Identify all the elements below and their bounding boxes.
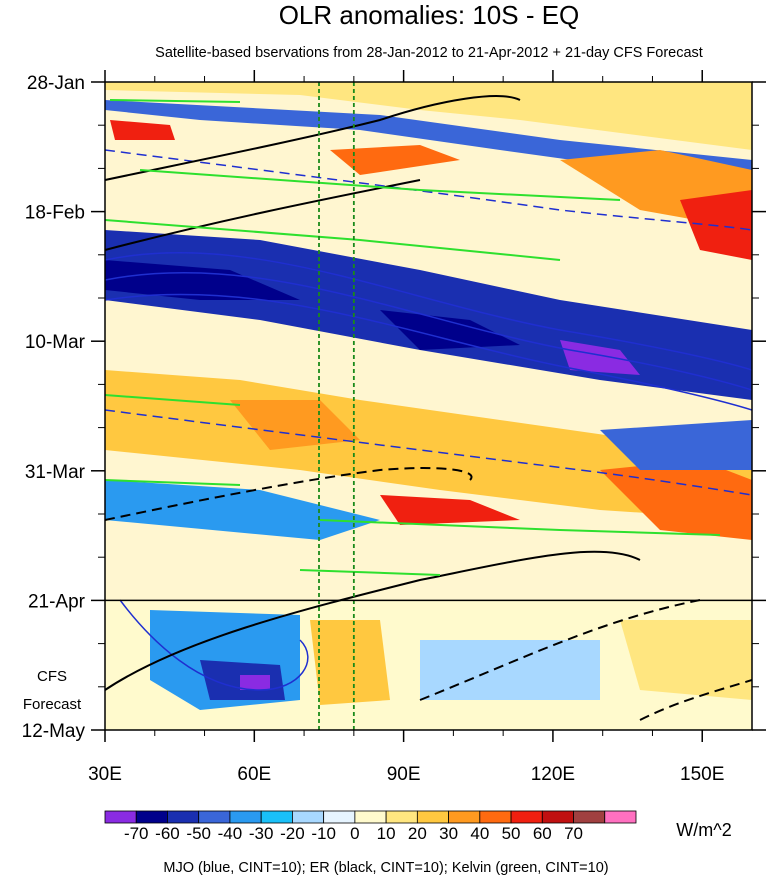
colorbar-label: 40 (470, 824, 489, 843)
colorbar-label: 50 (502, 824, 521, 843)
y-tick-label: 21-Apr (28, 591, 86, 612)
colorbar-label: -50 (186, 824, 211, 843)
x-tick-label: 120E (531, 764, 575, 785)
colorbar-swatch (604, 810, 637, 824)
x-tick-label: 30E (88, 764, 122, 785)
forecast-label-line2: Forecast (23, 696, 82, 713)
contour-legend-footer: MJO (blue, CINT=10); ER (black, CINT=10)… (163, 860, 608, 876)
colorbar: -70 -60 -50 -40 -30 -20 -10 0 10 20 30 40 50 60 70 (104, 810, 637, 843)
colorbar-swatch (510, 810, 543, 824)
y-tick-label: 18-Feb (25, 203, 85, 224)
colorbar-swatch (135, 810, 168, 824)
colorbar-label: 20 (408, 824, 427, 843)
wave-filter-contours (105, 95, 752, 721)
x-axis: 30E 60E 90E 120E 150E (88, 70, 724, 785)
plot-frame (104, 81, 753, 731)
olr-anomaly-field (105, 82, 752, 730)
colorbar-swatch (229, 810, 262, 824)
colorbar-label: 30 (439, 824, 458, 843)
x-tick-label: 90E (387, 764, 421, 785)
chart-subtitle: Satellite-based bservations from 28-Jan-… (155, 45, 703, 61)
forecast-label-line1: CFS (37, 668, 67, 685)
colorbar-swatch (104, 810, 137, 824)
chart-title: OLR anomalies: 10S - EQ (279, 0, 580, 30)
colorbar-swatch (198, 810, 231, 824)
colorbar-swatch (573, 810, 606, 824)
plot-area (105, 82, 752, 730)
units-label: W/m^2 (676, 820, 731, 840)
colorbar-swatch (354, 810, 387, 824)
colorbar-swatch (167, 810, 200, 824)
y-axis: 28-Jan 18-Feb 10-Mar 31-Mar 21-Apr 12-May (22, 73, 766, 742)
colorbar-swatch (323, 810, 356, 824)
x-tick-label: 60E (237, 764, 271, 785)
colorbar-swatch (260, 810, 293, 824)
colorbar-swatch (541, 810, 574, 824)
colorbar-swatch (448, 810, 481, 824)
colorbar-label: -20 (280, 824, 305, 843)
colorbar-label: -30 (249, 824, 274, 843)
x-tick-label: 150E (680, 764, 724, 785)
reference-longitude-lines (318, 82, 355, 730)
colorbar-swatch (416, 810, 449, 824)
y-tick-label: 31-Mar (25, 462, 86, 483)
colorbar-swatch (479, 810, 512, 824)
colorbar-swatch (292, 810, 325, 824)
y-tick-label: 10-Mar (25, 332, 86, 353)
colorbar-label: 70 (564, 824, 583, 843)
colorbar-label: -10 (311, 824, 336, 843)
colorbar-label: -60 (155, 824, 180, 843)
y-tick-label: 28-Jan (27, 73, 85, 94)
colorbar-label: 0 (350, 824, 359, 843)
colorbar-label: 10 (377, 824, 396, 843)
colorbar-label: -70 (124, 824, 149, 843)
colorbar-swatch (385, 810, 418, 824)
colorbar-label: -40 (218, 824, 243, 843)
colorbar-label: 60 (533, 824, 552, 843)
y-tick-label: 12-May (22, 721, 86, 742)
